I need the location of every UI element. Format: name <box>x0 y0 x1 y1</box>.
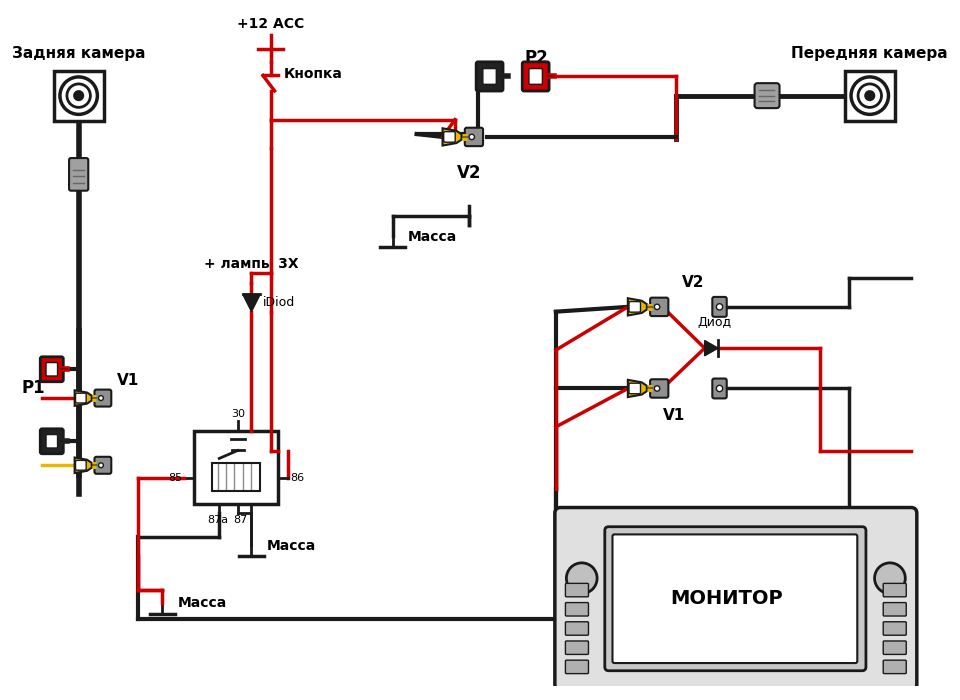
FancyBboxPatch shape <box>650 298 668 316</box>
FancyBboxPatch shape <box>94 390 111 407</box>
Text: Передняя камера: Передняя камера <box>791 46 948 61</box>
Text: Масса: Масса <box>408 230 457 244</box>
FancyBboxPatch shape <box>483 69 496 84</box>
Text: V2: V2 <box>457 164 482 182</box>
Polygon shape <box>243 295 260 312</box>
FancyBboxPatch shape <box>755 83 780 108</box>
FancyBboxPatch shape <box>883 641 906 654</box>
Circle shape <box>99 463 104 468</box>
Circle shape <box>852 77 889 114</box>
FancyBboxPatch shape <box>555 508 917 690</box>
Text: P2: P2 <box>525 49 548 66</box>
Circle shape <box>74 91 84 100</box>
Text: МОНИТОР: МОНИТОР <box>670 589 782 608</box>
Text: + лампы 3Х: + лампы 3Х <box>204 258 299 272</box>
Text: Масса: Масса <box>178 596 227 610</box>
FancyBboxPatch shape <box>476 62 503 91</box>
FancyBboxPatch shape <box>712 379 727 398</box>
Text: +12 ACC: +12 ACC <box>237 18 304 32</box>
Circle shape <box>469 134 474 139</box>
FancyBboxPatch shape <box>565 622 588 635</box>
Text: Масса: Масса <box>267 538 316 552</box>
Text: iDiod: iDiod <box>263 295 296 309</box>
Text: V1: V1 <box>662 407 685 423</box>
Bar <box>194 430 278 504</box>
Polygon shape <box>705 340 718 356</box>
Text: 30: 30 <box>230 410 245 419</box>
Polygon shape <box>75 458 92 473</box>
Circle shape <box>60 77 97 114</box>
FancyBboxPatch shape <box>565 583 588 597</box>
Text: 87: 87 <box>233 515 248 525</box>
FancyBboxPatch shape <box>69 158 88 190</box>
Text: V2: V2 <box>682 274 705 290</box>
Bar <box>845 71 895 120</box>
Circle shape <box>875 563 905 594</box>
FancyBboxPatch shape <box>612 534 857 663</box>
FancyBboxPatch shape <box>465 127 483 146</box>
Text: 86: 86 <box>290 473 304 483</box>
FancyBboxPatch shape <box>76 393 86 403</box>
FancyBboxPatch shape <box>629 383 640 394</box>
FancyBboxPatch shape <box>883 583 906 597</box>
FancyBboxPatch shape <box>522 62 549 91</box>
FancyBboxPatch shape <box>40 357 63 382</box>
Circle shape <box>716 385 723 391</box>
Bar <box>54 71 104 120</box>
Text: P1: P1 <box>21 379 45 398</box>
Circle shape <box>655 304 660 309</box>
Text: 87а: 87а <box>207 515 228 525</box>
Polygon shape <box>628 298 647 316</box>
Bar <box>212 463 260 491</box>
Circle shape <box>67 84 90 107</box>
FancyBboxPatch shape <box>46 363 58 376</box>
Text: Задняя камера: Задняя камера <box>12 46 145 61</box>
FancyBboxPatch shape <box>629 302 640 312</box>
FancyBboxPatch shape <box>529 69 542 84</box>
FancyBboxPatch shape <box>444 132 455 142</box>
Circle shape <box>566 563 597 594</box>
FancyBboxPatch shape <box>712 297 727 317</box>
Circle shape <box>99 395 104 400</box>
Circle shape <box>865 91 875 100</box>
Text: 85: 85 <box>168 473 182 483</box>
Circle shape <box>716 304 723 310</box>
Polygon shape <box>75 391 92 406</box>
Text: Диод: Диод <box>697 316 732 329</box>
FancyBboxPatch shape <box>605 526 866 671</box>
FancyBboxPatch shape <box>46 435 58 448</box>
Polygon shape <box>628 380 647 397</box>
Text: V1: V1 <box>117 374 139 388</box>
Circle shape <box>858 84 881 107</box>
FancyBboxPatch shape <box>94 457 111 474</box>
FancyBboxPatch shape <box>565 641 588 654</box>
Polygon shape <box>443 128 462 146</box>
FancyBboxPatch shape <box>883 603 906 616</box>
FancyBboxPatch shape <box>650 379 668 398</box>
FancyBboxPatch shape <box>76 461 86 470</box>
FancyBboxPatch shape <box>883 660 906 673</box>
FancyBboxPatch shape <box>565 660 588 673</box>
FancyBboxPatch shape <box>40 429 63 454</box>
Text: Кнопка: Кнопка <box>284 66 343 80</box>
Circle shape <box>655 386 660 391</box>
FancyBboxPatch shape <box>883 622 906 635</box>
FancyBboxPatch shape <box>565 603 588 616</box>
